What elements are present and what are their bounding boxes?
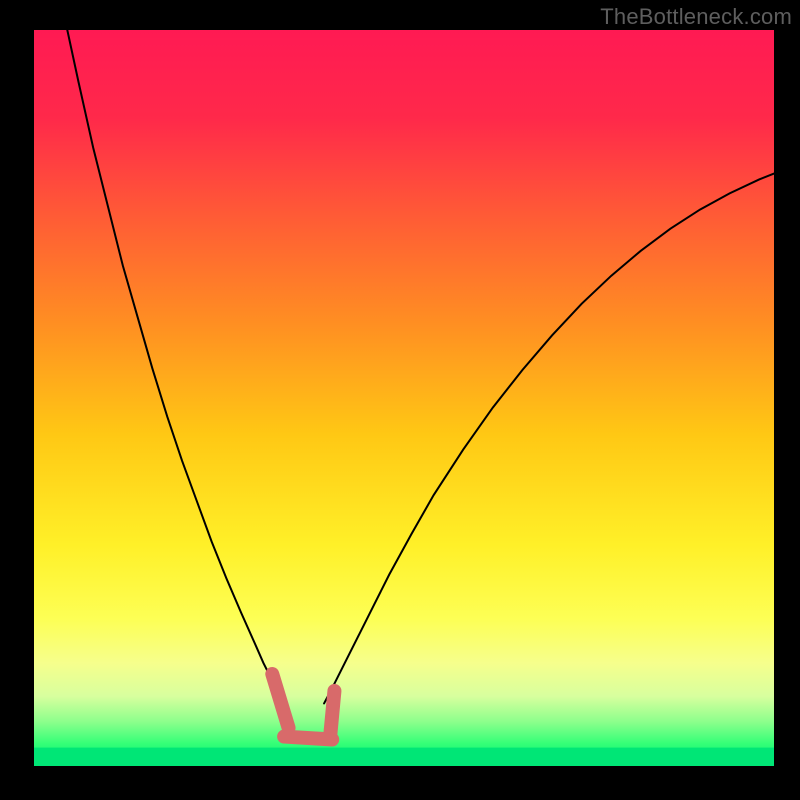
chart-frame: TheBottleneck.com xyxy=(0,0,800,800)
watermark-text: TheBottleneck.com xyxy=(600,4,792,30)
green-band xyxy=(34,748,774,766)
gradient-background xyxy=(34,30,774,766)
bottleneck-chart xyxy=(34,30,774,766)
highlight-segment-2 xyxy=(330,691,334,738)
